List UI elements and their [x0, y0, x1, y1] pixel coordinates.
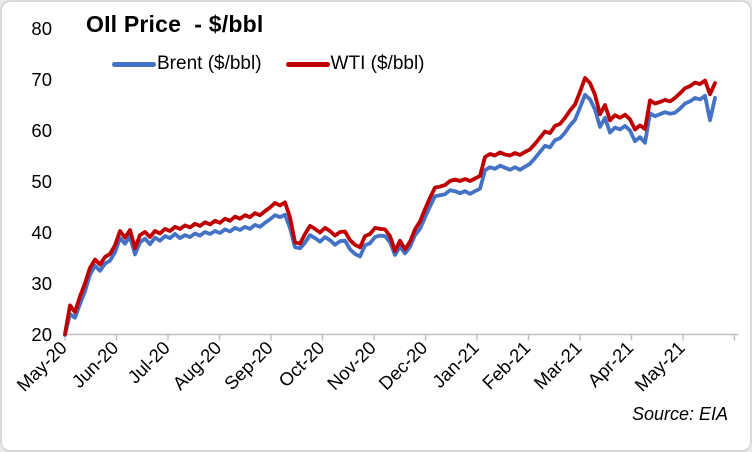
x-axis-label: Mar-21: [530, 337, 586, 393]
y-axis-label: 40: [31, 222, 52, 243]
y-axis-label: 30: [31, 273, 52, 294]
brent-line: [63, 92, 717, 337]
chart-legend: Brent ($/bbl) WTI ($/bbl): [112, 53, 425, 75]
x-axis-label: Apr-21: [583, 337, 637, 391]
x-axis-label: Feb-21: [478, 337, 534, 393]
brent-line-swatch-icon: [112, 61, 156, 67]
legend-item-wti: WTI ($/bbl): [285, 53, 425, 75]
wti-line: [63, 76, 717, 336]
y-axis-label: 80: [31, 18, 52, 39]
x-axis-label: Aug-20: [168, 337, 225, 394]
x-axis-label: May-20: [12, 337, 70, 395]
x-axis-label: Jan-21: [428, 337, 483, 392]
x-axis-label: Nov-20: [323, 337, 380, 394]
legend-item-brent: Brent ($/bbl): [112, 53, 262, 75]
x-axis-label: Jul-20: [123, 337, 173, 387]
y-axis-label: 50: [31, 171, 52, 192]
wti-line-swatch-icon: [285, 61, 330, 67]
x-axis-label: May-21: [630, 337, 688, 395]
y-axis-label: 20: [31, 324, 52, 345]
y-axis-label: 70: [31, 69, 52, 90]
brent-legend-label: Brent ($/bbl): [157, 53, 262, 74]
x-axis-label: Dec-20: [374, 337, 431, 394]
wti-legend-label: WTI ($/bbl): [330, 53, 425, 74]
x-axis-label: Oct-20: [274, 337, 328, 391]
y-axis-label: 60: [31, 120, 52, 141]
x-axis-label: Sep-20: [220, 337, 277, 394]
source-note: Source: EIA: [631, 404, 728, 424]
x-axis-label: Jun-20: [67, 337, 122, 392]
chart-title: OIl Price - $/bbl: [86, 11, 264, 37]
